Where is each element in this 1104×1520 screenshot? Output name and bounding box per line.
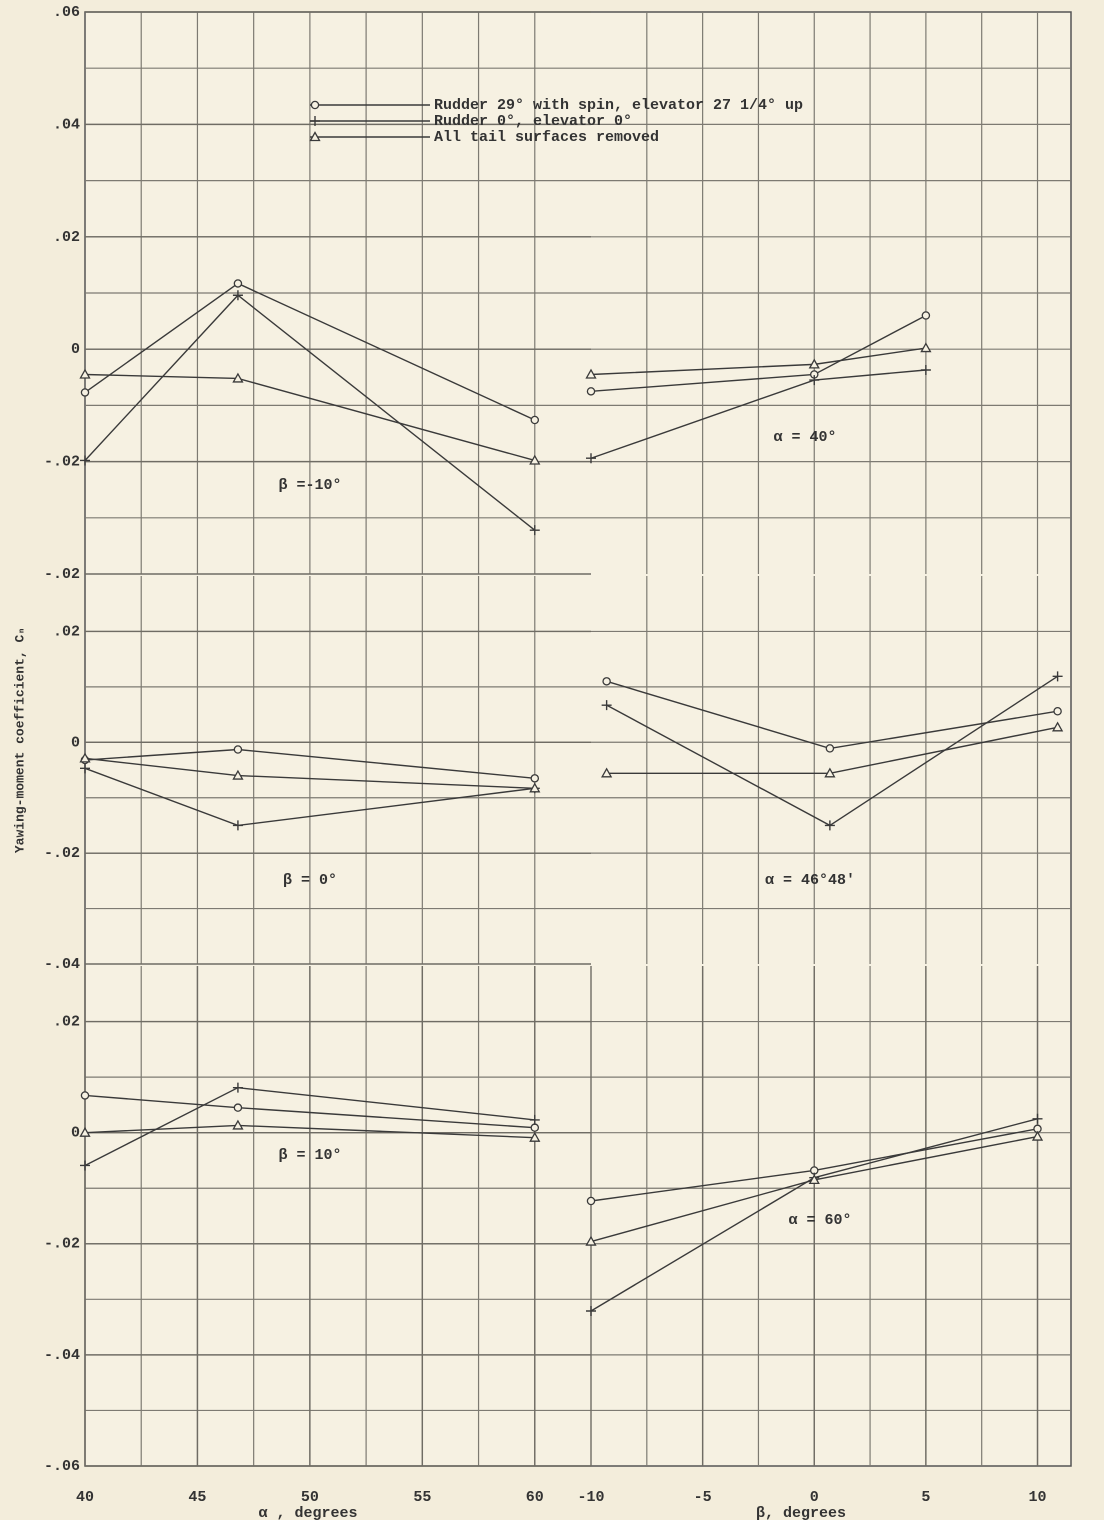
- marker-plus: [232, 290, 243, 301]
- marker-circle: [530, 774, 540, 783]
- marker-circle: [80, 388, 90, 397]
- panel-label: α = 40°: [773, 429, 836, 446]
- marker-circle: [586, 387, 596, 396]
- marker-circle: [233, 745, 243, 754]
- panel-label: β = 10°: [278, 1147, 341, 1164]
- y-tick-label: -.02: [44, 845, 80, 862]
- marker-plus: [529, 525, 540, 536]
- marker-plus: [80, 455, 90, 466]
- marker-plus: [809, 375, 820, 386]
- marker-circle: [921, 311, 931, 320]
- x-tick-label: -5: [694, 1489, 712, 1506]
- marker-triangle: [920, 342, 932, 353]
- panel-label: α = 60°: [788, 1212, 851, 1229]
- y-tick-label: -.02: [44, 1236, 80, 1253]
- marker-circle: [602, 677, 611, 686]
- marker-triangle: [79, 1126, 91, 1137]
- marker-circle: [80, 1091, 90, 1100]
- marker-triangle: [232, 372, 244, 383]
- marker-plus: [80, 763, 90, 774]
- marker-triangle: [529, 454, 541, 465]
- marker-circle: [530, 1123, 540, 1132]
- x-tick-label: 0: [810, 1489, 819, 1506]
- marker-triangle: [232, 1119, 244, 1130]
- x-axis-title: β, degrees: [756, 1505, 846, 1520]
- marker-triangle: [232, 769, 244, 780]
- marker-circle: [825, 744, 835, 753]
- marker-plus: [586, 1306, 596, 1316]
- legend-label: Rudder 0°, elevator 0°: [434, 113, 632, 130]
- legend-label: All tail surfaces removed: [434, 129, 659, 146]
- y-tick-label: 0: [71, 341, 80, 358]
- marker-circle: [310, 100, 320, 110]
- y-tick-label: -.02: [44, 454, 80, 471]
- marker-plus: [601, 700, 612, 711]
- marker-plus: [586, 453, 596, 464]
- y-tick-label: -.04: [44, 1347, 80, 1364]
- marker-plus: [232, 1082, 243, 1093]
- x-tick-label: 50: [301, 1489, 319, 1506]
- marker-triangle: [808, 1174, 820, 1185]
- y-tick-label: -.04: [44, 956, 80, 973]
- y-tick-label: .02: [53, 623, 80, 640]
- panel-label: β = 0°: [283, 872, 337, 889]
- marker-triangle: [808, 358, 820, 369]
- marker-circle: [233, 279, 243, 288]
- marker-triangle: [309, 131, 321, 142]
- panel-label: β =-10°: [278, 477, 341, 494]
- x-tick-label: 55: [413, 1489, 431, 1506]
- y-axis-title: Yawing-moment coefficient, Cₙ: [12, 627, 27, 853]
- x-tick-label: 60: [526, 1489, 544, 1506]
- x-tick-label: 40: [76, 1489, 94, 1506]
- marker-triangle: [529, 1131, 541, 1142]
- panel-label: α = 46°48': [765, 872, 855, 889]
- marker-triangle: [824, 767, 836, 778]
- x-tick-label: -10: [577, 1489, 604, 1506]
- y-tick-label: -.06: [44, 1458, 80, 1475]
- marker-circle: [233, 1103, 243, 1112]
- y-tick-label: 0: [71, 734, 80, 751]
- legend-label: Rudder 29° with spin, elevator 27 1/4° u…: [434, 97, 803, 114]
- marker-triangle: [585, 368, 597, 379]
- marker-plus: [1032, 1113, 1043, 1124]
- y-tick-label: .06: [53, 4, 80, 21]
- marker-circle: [1053, 706, 1062, 716]
- marker-circle: [530, 415, 540, 425]
- marker-circle: [586, 1196, 596, 1206]
- plot-frame: [84, 11, 1072, 1467]
- x-tick-label: 10: [1029, 1489, 1047, 1506]
- marker-triangle: [79, 368, 91, 379]
- marker-triangle: [1051, 721, 1064, 732]
- marker-triangle: [529, 782, 541, 793]
- marker-plus: [310, 116, 320, 126]
- marker-triangle: [1031, 1130, 1044, 1141]
- marker-plus: [232, 820, 243, 831]
- marker-triangle: [79, 752, 91, 763]
- marker-plus: [529, 1114, 540, 1125]
- marker-triangle: [601, 767, 613, 778]
- marker-triangle: [585, 1235, 597, 1246]
- marker-plus: [80, 1160, 90, 1171]
- marker-plus: [824, 820, 835, 831]
- y-tick-label: .02: [53, 229, 80, 246]
- marker-plus: [920, 364, 931, 375]
- marker-plus: [1052, 671, 1063, 682]
- y-tick-label: .02: [53, 1014, 80, 1031]
- x-tick-label: 45: [188, 1489, 206, 1506]
- x-tick-label: 5: [921, 1489, 930, 1506]
- x-axis-title: α , degrees: [258, 1505, 357, 1520]
- y-tick-label: 0: [71, 1125, 80, 1142]
- y-tick-label: .04: [53, 116, 80, 133]
- y-tick-label: -.02: [44, 566, 80, 583]
